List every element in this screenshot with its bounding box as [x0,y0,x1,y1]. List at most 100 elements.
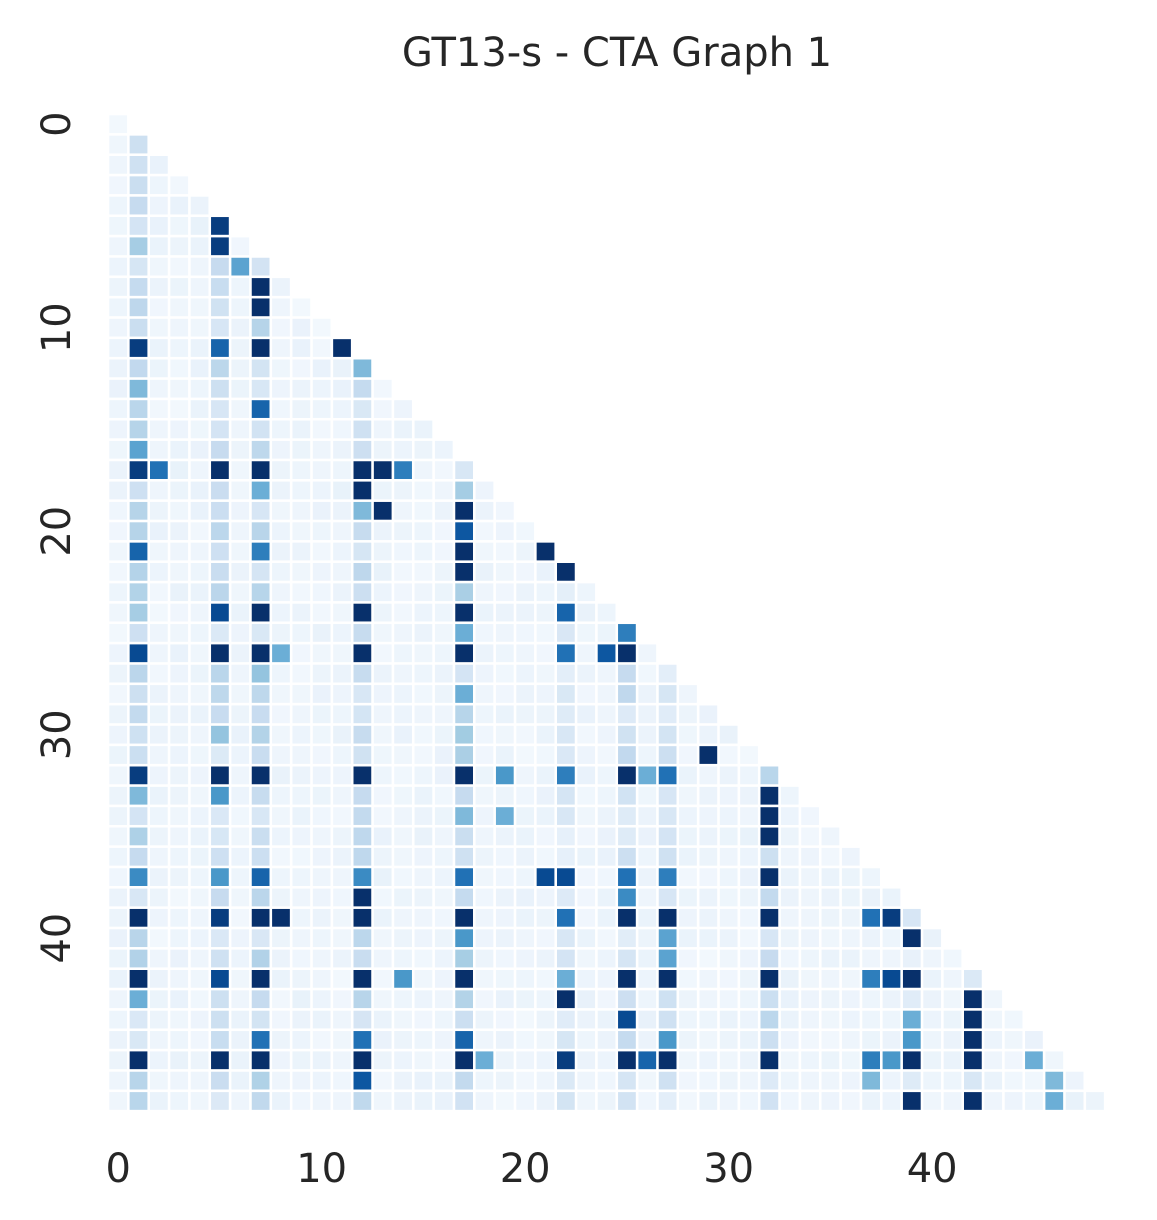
heatmap-cell [333,1031,351,1049]
heatmap-cell [333,420,351,439]
heatmap-cell [109,725,128,744]
heatmap-cell [211,359,229,378]
heatmap-cell [251,624,270,642]
heatmap-cell [455,847,473,866]
heatmap-cell [618,746,636,764]
heatmap-cell [536,786,555,805]
heatmap-cell [150,664,168,683]
heatmap-cell [964,970,982,988]
heatmap-cell [109,583,128,602]
heatmap-cell [882,1051,901,1070]
heatmap-cell [211,929,229,948]
heatmap-cell [109,257,128,276]
heatmap-cell [312,807,331,825]
heatmap-cell [109,339,128,357]
heatmap-cell [760,807,779,825]
heatmap-cell [699,888,718,907]
heatmap-cell [618,807,636,825]
heatmap-cell [414,908,433,927]
heatmap-cell [495,929,514,948]
heatmap-cell [577,990,596,1009]
heatmap-cell [129,929,148,948]
heatmap-cell [699,990,718,1009]
heatmap-cell [658,929,677,948]
heatmap-cell [129,644,148,663]
heatmap-cell [292,624,311,642]
heatmap-cell [190,339,209,357]
heatmap-cell [414,583,433,602]
heatmap-cell [373,827,392,846]
heatmap-cell [577,705,596,724]
heatmap-cell [190,298,209,317]
heatmap-cell [251,766,270,785]
heatmap-cell [394,1031,412,1049]
heatmap-cell [658,807,677,825]
heatmap-cell [312,481,331,500]
heatmap-cell [679,990,697,1009]
heatmap-cell [862,888,880,907]
heatmap-cell [536,827,555,846]
heatmap-cell [902,929,921,948]
heatmap-cell [211,501,229,520]
heatmap-cell [312,563,331,581]
heatmap-cell [394,970,412,988]
heatmap-cell [231,1051,250,1070]
heatmap-cell [475,746,494,764]
heatmap-cell [719,929,738,948]
heatmap-cell [109,827,128,846]
heatmap-cell [699,868,718,886]
heatmap-cell [292,318,311,337]
heatmap-cell [495,847,514,866]
heatmap-cell [455,664,473,683]
heatmap-cell [434,725,453,744]
heatmap-cell [658,725,677,744]
heatmap-cell [557,908,575,927]
heatmap-cell [272,664,290,683]
heatmap-cell [414,624,433,642]
heatmap-cell [373,847,392,866]
heatmap-cell [109,1092,128,1110]
heatmap-cell [740,888,758,907]
heatmap-cell [129,990,148,1009]
heatmap-cell [516,644,535,663]
heatmap-cell [516,542,535,561]
heatmap-cell [251,481,270,500]
heatmap-cell [1004,1071,1023,1090]
heatmap-cell [190,847,209,866]
heatmap-cell [597,990,616,1009]
heatmap-cell [902,990,921,1009]
heatmap-cell [353,786,372,805]
heatmap-cell [129,705,148,724]
heatmap-cell [312,318,331,337]
heatmap-cell [414,1092,433,1110]
heatmap-cell [150,440,168,459]
heatmap-cell [455,929,473,948]
heatmap-cell [170,949,189,968]
heatmap-cell [902,1092,921,1110]
heatmap-cell [170,725,189,744]
heatmap-cell [719,766,738,785]
heatmap-cell [943,990,962,1009]
heatmap-cell [190,644,209,663]
heatmap-cell [211,908,229,927]
heatmap-cell [964,1071,982,1090]
heatmap-cell [190,257,209,276]
heatmap-cell [353,664,372,683]
heatmap-cell [536,990,555,1009]
heatmap-cell [557,1010,575,1029]
heatmap-cell [475,908,494,927]
heatmap-cell [740,827,758,846]
heatmap-cell [618,888,636,907]
heatmap-cell [577,807,596,825]
heatmap-cell [577,725,596,744]
heatmap-cell [109,746,128,764]
heatmap-cell [231,847,250,866]
heatmap-cell [699,705,718,724]
heatmap-cell [414,786,433,805]
heatmap-cell [434,501,453,520]
heatmap-cell [557,786,575,805]
heatmap-cell [353,725,372,744]
heatmap-cell [109,705,128,724]
heatmap-cell [109,217,128,235]
heatmap-cell [150,970,168,988]
